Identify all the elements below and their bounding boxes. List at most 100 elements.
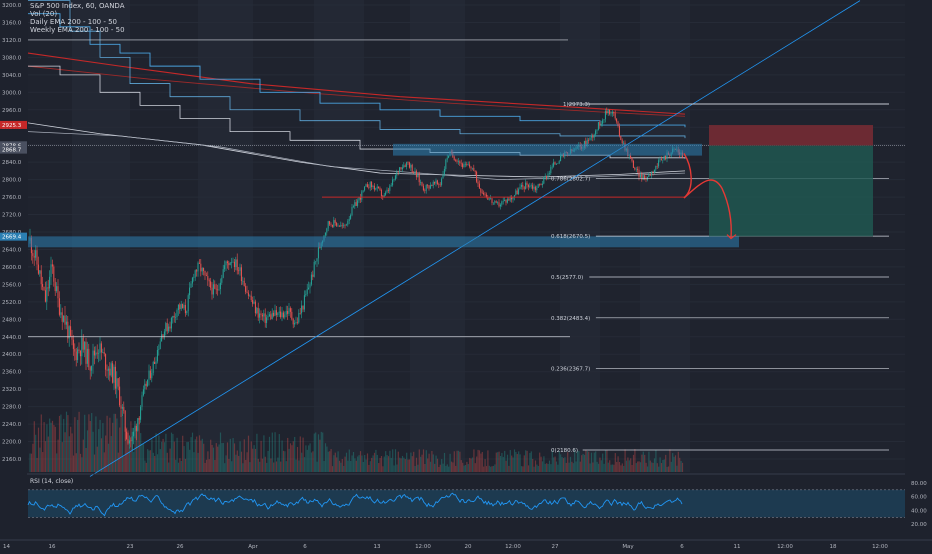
candle-body <box>205 275 207 277</box>
candle-body <box>236 259 238 271</box>
candle-body <box>170 317 172 329</box>
volume-bar <box>47 436 49 472</box>
volume-bar <box>491 466 493 472</box>
candle-body <box>142 389 144 396</box>
candle-body <box>457 161 459 162</box>
volume-bar <box>413 451 415 472</box>
candle-body <box>270 314 272 319</box>
candle-body <box>515 190 517 196</box>
volume-bar <box>473 449 475 472</box>
volume-bar <box>170 432 173 472</box>
candle-body <box>162 334 164 338</box>
volume-bar <box>348 449 350 472</box>
candle-body <box>421 182 423 186</box>
volume-bar <box>583 454 586 472</box>
volume-bar <box>460 460 462 472</box>
volume-bar <box>642 451 644 472</box>
candle-body <box>429 185 431 189</box>
candle-body <box>165 323 167 332</box>
volume-bar <box>660 463 663 472</box>
candle-body <box>53 266 55 282</box>
price-tick-label: 2240.0 <box>2 422 22 428</box>
volume-bar <box>138 417 140 472</box>
volume-bar <box>648 451 650 472</box>
candle-body <box>497 202 499 203</box>
candle-body <box>163 331 165 338</box>
candle-body <box>226 261 228 264</box>
time-tick-label: 14 <box>3 544 10 550</box>
candle-body <box>121 407 123 409</box>
volume-bar <box>253 445 255 472</box>
candle-body <box>217 289 219 291</box>
candle-body <box>120 405 122 409</box>
volume-bar <box>124 426 126 472</box>
candle-body <box>473 167 475 171</box>
candle-body <box>361 191 363 200</box>
candle-body <box>294 323 296 325</box>
candle-body <box>410 164 412 168</box>
volume-bar <box>457 450 460 472</box>
candle-body <box>172 315 174 318</box>
candle-body <box>453 156 455 161</box>
fib-level-label: 0.236(2367.7) <box>551 366 590 372</box>
volume-bar <box>382 466 384 472</box>
candle-body <box>632 160 634 168</box>
volume-bar <box>333 455 335 472</box>
candle-body <box>375 188 377 190</box>
volume-bar <box>586 451 588 472</box>
price-tick-label: 2760.0 <box>2 195 22 201</box>
candle-body <box>219 282 221 290</box>
volume-bar <box>481 451 483 472</box>
candle-body <box>155 361 157 364</box>
volume-bar <box>75 453 77 472</box>
candle-body <box>620 135 622 141</box>
candle-body <box>200 263 202 272</box>
volume-bar <box>86 430 89 472</box>
candle-body <box>505 199 507 203</box>
candle-body <box>614 113 616 119</box>
candle-body <box>613 111 615 114</box>
candle-body <box>532 185 534 189</box>
candle-body <box>229 262 231 266</box>
candle-body <box>352 206 354 207</box>
candle-body <box>131 436 133 442</box>
volume-bar <box>572 463 574 472</box>
legend-daily-ema: Daily EMA 200 - 100 - 50 <box>30 18 117 26</box>
candle-body <box>330 224 332 226</box>
candle-body <box>319 247 321 249</box>
candle-body <box>35 250 37 258</box>
volume-bar <box>61 442 63 472</box>
candle-body <box>485 194 487 198</box>
volume-bar <box>53 424 55 472</box>
candle-body <box>540 184 542 185</box>
volume-bar <box>287 437 289 472</box>
volume-bar <box>49 418 51 472</box>
candle-body <box>425 184 427 191</box>
candle-body <box>464 163 466 165</box>
price-tick-label: 2440.0 <box>2 335 22 341</box>
volume-bar <box>463 465 465 472</box>
candle-body <box>246 291 248 293</box>
volume-bar <box>313 433 315 472</box>
volume-bar <box>324 443 327 472</box>
volume-bar <box>638 461 640 472</box>
volume-bar <box>54 426 56 472</box>
volume-bar <box>359 451 362 472</box>
session-band <box>72 0 130 472</box>
volume-bar <box>568 462 570 472</box>
candle-body <box>112 363 114 383</box>
volume-bar <box>565 462 567 472</box>
volume-bar <box>189 449 191 472</box>
candle-body <box>358 197 360 201</box>
candle-body <box>588 139 590 141</box>
volume-bar <box>670 461 672 472</box>
volume-bar <box>294 436 296 472</box>
volume-bar <box>310 452 313 472</box>
candle-body <box>100 343 102 353</box>
fib-level-label: 0.786(2802.7) <box>551 176 590 182</box>
price-badge-label: 2925.3 <box>2 123 22 129</box>
price-tick-label: 2160.0 <box>2 457 22 463</box>
candle-body <box>166 323 168 332</box>
volume-bar <box>653 458 656 472</box>
